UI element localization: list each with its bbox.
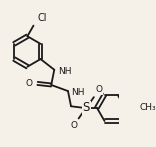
Text: O: O bbox=[70, 121, 77, 131]
Text: NH: NH bbox=[58, 67, 72, 76]
Text: NH: NH bbox=[71, 88, 85, 97]
Text: CH₃: CH₃ bbox=[139, 103, 156, 112]
Text: O: O bbox=[26, 79, 33, 88]
Text: O: O bbox=[95, 85, 102, 94]
Text: Cl: Cl bbox=[37, 13, 47, 23]
Text: S: S bbox=[83, 101, 90, 114]
